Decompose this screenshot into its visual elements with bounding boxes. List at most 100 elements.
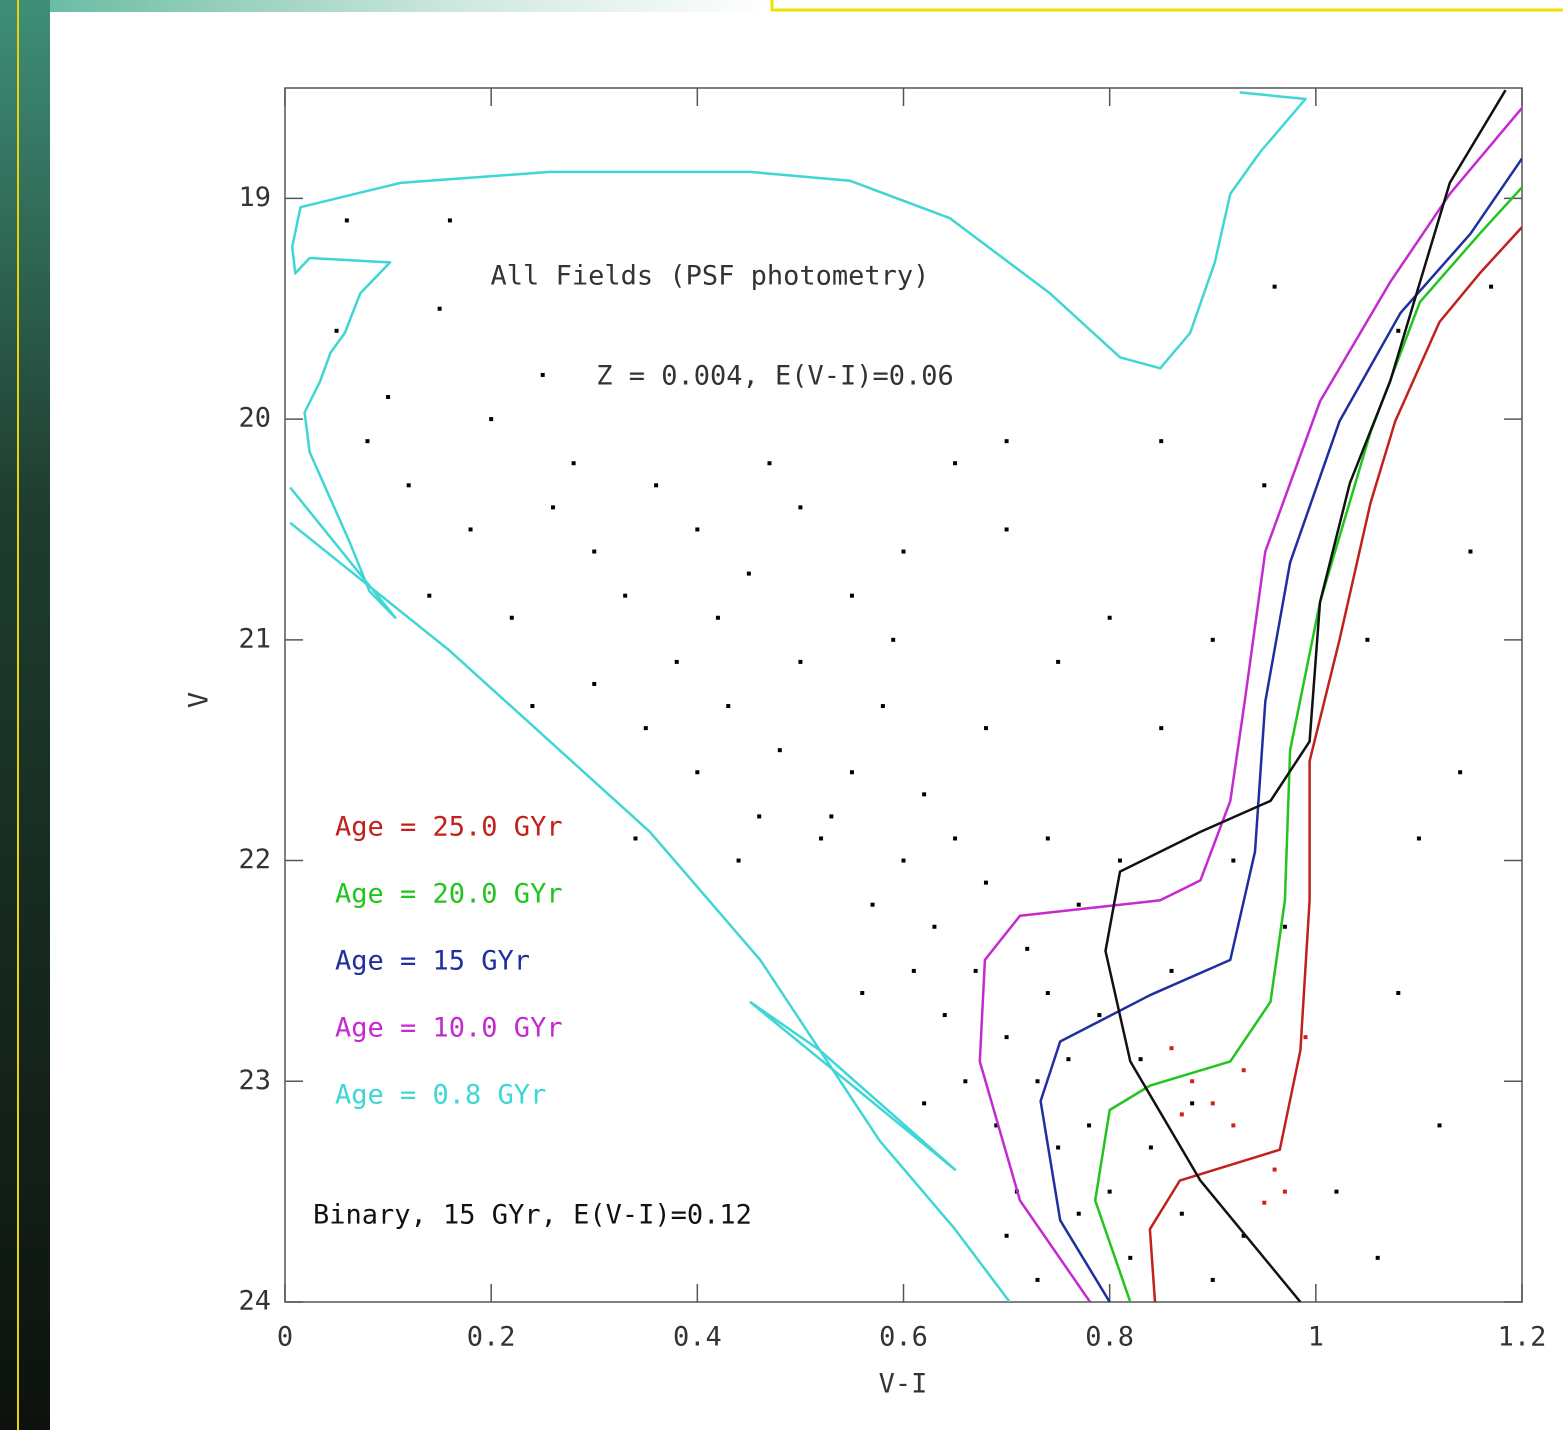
isochrone: [1148, 226, 1522, 1302]
point: [963, 1079, 968, 1084]
point: [798, 505, 803, 510]
annotation: All Fields (PSF photometry): [491, 261, 930, 292]
point: [1458, 770, 1463, 775]
y-tick-label: 24: [238, 1286, 271, 1317]
point: [592, 681, 597, 686]
point: [1148, 1145, 1153, 1150]
point: [1210, 1277, 1215, 1282]
point: [623, 593, 628, 598]
point: [695, 770, 700, 775]
point: [1303, 1035, 1308, 1040]
point: [695, 527, 700, 532]
point: [860, 990, 865, 995]
isochrone: [1039, 157, 1522, 1302]
point: [1045, 990, 1050, 995]
point: [1210, 1101, 1215, 1106]
point: [1231, 858, 1236, 863]
point: [901, 858, 906, 863]
plot-area: [289, 89, 1522, 1302]
point: [767, 461, 772, 466]
point: [1272, 284, 1277, 289]
point: [1035, 1277, 1040, 1282]
point: [953, 461, 958, 466]
point: [1076, 902, 1081, 907]
point: [571, 461, 576, 466]
annotation: Z = 0.004, E(V-I)=0.06: [596, 361, 954, 392]
point: [1045, 836, 1050, 841]
point: [1025, 946, 1030, 951]
point: [1117, 858, 1122, 863]
point: [592, 549, 597, 554]
point: [1262, 483, 1267, 488]
legend-entry: Age = 20.0 GYr: [335, 879, 563, 910]
point: [447, 218, 452, 223]
point: [1210, 637, 1215, 642]
point: [1004, 1233, 1009, 1238]
point: [633, 836, 638, 841]
point: [1489, 284, 1494, 289]
x-tick-label: 0.8: [1085, 1322, 1134, 1353]
x-tick-label: 0.6: [879, 1322, 928, 1353]
point: [427, 593, 432, 598]
point: [1179, 1112, 1184, 1117]
point: [922, 792, 927, 797]
point: [437, 306, 442, 311]
point: [1416, 836, 1421, 841]
isochrone: [289, 91, 1307, 1302]
legend-entry: Age = 15 GYr: [335, 946, 530, 977]
point: [1396, 990, 1401, 995]
point: [932, 924, 937, 929]
point: [880, 704, 885, 709]
point: [509, 615, 514, 620]
point: [1056, 659, 1061, 664]
legend-entry: Binary, 15 GYr, E(V-I)=0.12: [313, 1200, 752, 1231]
point: [736, 858, 741, 863]
point: [1107, 615, 1112, 620]
point: [1365, 637, 1370, 642]
point: [901, 549, 906, 554]
point: [1056, 1145, 1061, 1150]
point: [757, 814, 762, 819]
point: [1004, 1035, 1009, 1040]
legend-entry: Age = 10.0 GYr: [335, 1013, 563, 1044]
title-box: [770, 0, 1563, 12]
y-tick-label: 21: [238, 623, 271, 654]
point: [1107, 1189, 1112, 1194]
point: [994, 1123, 999, 1128]
point: [891, 637, 896, 642]
point: [1437, 1123, 1442, 1128]
point: [1138, 1057, 1143, 1062]
point: [1097, 1013, 1102, 1018]
point: [953, 836, 958, 841]
point: [1468, 549, 1473, 554]
point: [1179, 1211, 1184, 1216]
point: [1159, 439, 1164, 444]
top-band: [0, 0, 770, 12]
point: [540, 372, 545, 377]
point: [819, 836, 824, 841]
point: [973, 968, 978, 973]
legend-entry: Age = 0.8 GYr: [335, 1080, 546, 1111]
point: [870, 902, 875, 907]
point: [1231, 1123, 1236, 1128]
point: [798, 659, 803, 664]
point: [1241, 1233, 1246, 1238]
x-tick-label: 0.4: [673, 1322, 722, 1353]
point: [1035, 1079, 1040, 1084]
side-band: [0, 0, 50, 1430]
point: [1159, 726, 1164, 731]
point: [1282, 924, 1287, 929]
point: [1396, 328, 1401, 333]
y-tick-label: 19: [238, 182, 271, 213]
x-axis-label: V-I: [879, 1369, 928, 1400]
point: [551, 505, 556, 510]
y-tick-label: 22: [238, 844, 271, 875]
x-tick-label: 0: [277, 1322, 293, 1353]
isochrone: [1093, 186, 1522, 1302]
point: [386, 395, 391, 400]
point: [983, 880, 988, 885]
point: [1190, 1101, 1195, 1106]
point: [726, 704, 731, 709]
